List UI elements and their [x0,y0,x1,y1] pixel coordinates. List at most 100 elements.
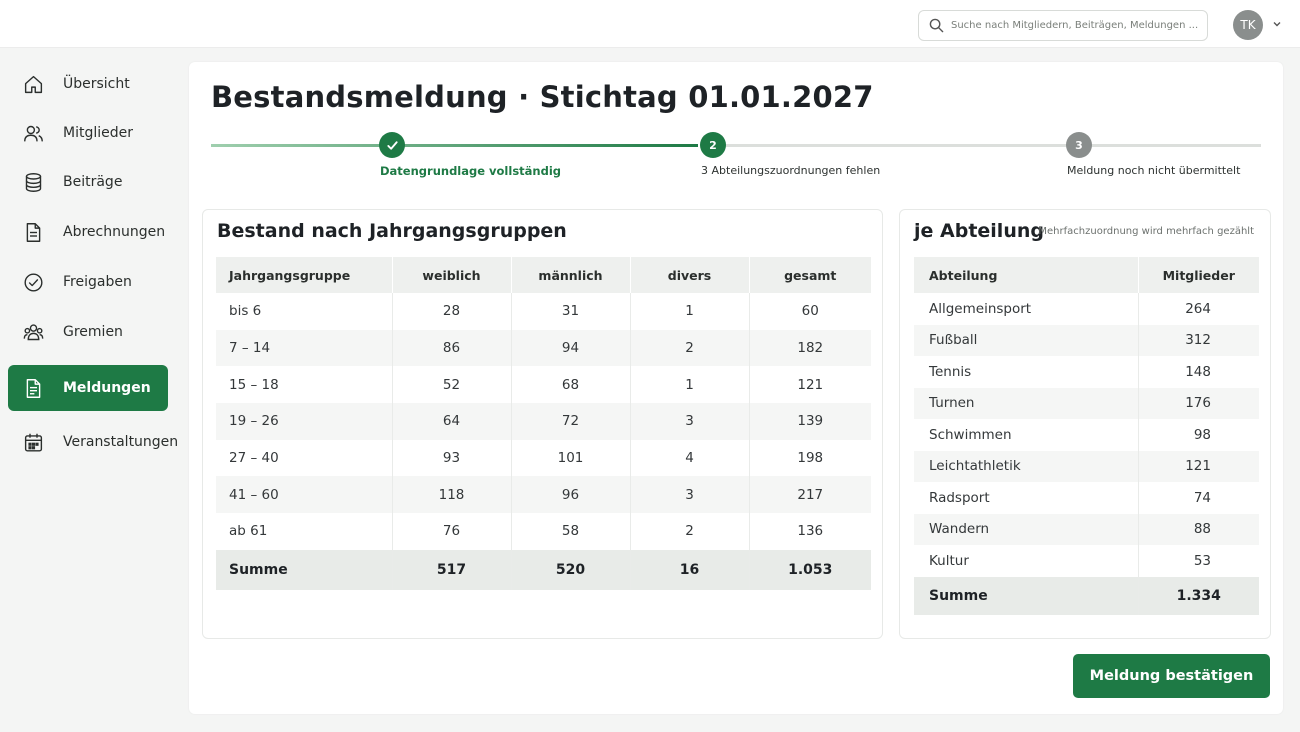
cell: 27 – 40 [216,439,393,477]
table-row: ab 61 76 58 2 136 [216,513,871,550]
sidebar-item-mitglieder[interactable]: Mitglieder [8,110,168,156]
cell: Tennis [914,356,1139,388]
sidebar-item-beitraege[interactable]: Beiträge [8,159,168,205]
table-row: Turnen 176 [914,387,1259,419]
table-row: Schwimmen 98 [914,419,1259,451]
step-3: 3 [1066,132,1092,158]
check-circle-icon [24,272,43,292]
cell: 16 [630,549,750,590]
cell: 264 [1185,300,1211,317]
cell: 68 [511,366,631,404]
cell: 3 [630,476,750,514]
column-header: männlich [511,257,631,293]
sidebar-item-label: Meldungen [63,380,151,396]
checkmark-icon [386,140,398,150]
panel-title: Bestand nach Jahrgangsgruppen [217,220,567,242]
cell: 72 [511,403,631,440]
table-row: Radsport 74 [914,482,1259,514]
sidebar-item-label: Mitglieder [63,125,133,141]
cell: ab 61 [216,513,393,550]
search-box[interactable] [918,10,1208,41]
table-row: Tennis 148 [914,356,1259,388]
table-row: 15 – 18 52 68 1 121 [216,366,871,404]
sidebar-item-label: Beiträge [63,174,123,190]
cell: 136 [797,523,824,540]
cell: 517 [392,549,512,590]
sidebar-item-meldungen[interactable]: Meldungen [8,365,168,411]
cell: 217 [749,476,871,514]
column-header: Mitglieder [1138,257,1259,293]
column-header: divers [630,257,750,293]
cell: Turnen [914,387,1139,419]
step-1-label: Datengrundlage vollständig [380,164,562,178]
step-connector-pending [713,144,1261,147]
cell: 198 [797,450,824,467]
cell: 1 [630,366,750,404]
cell: 53 [1193,552,1211,569]
chevron-down-icon[interactable] [1271,18,1283,30]
calendar-icon [24,433,43,452]
cell: 19 – 26 [216,403,393,440]
step-2: 2 [700,132,726,158]
cell: 2 [630,513,750,550]
coins-icon [25,172,42,192]
cell: 76 [392,513,512,550]
cell: 1.053 [749,549,871,590]
column-header: Jahrgangsgruppe [216,257,393,293]
panel-note: Mehrfachzuordnung wird mehrfach gezählt [1038,226,1254,237]
cell: Schwimmen [914,419,1139,451]
table-header-row: Abteilung Mitglieder [914,257,1259,293]
sidebar-item-gremien[interactable]: Gremien [8,309,168,355]
confirm-report-button[interactable]: Meldung bestätigen [1073,654,1270,698]
cell: 312 [1138,324,1259,356]
cell: 3 [630,403,750,440]
sidebar-item-label: Gremien [63,324,123,340]
table-header-row: Jahrgangsgruppe weiblich männlich divers… [216,257,871,293]
cell: 121 [1138,450,1259,482]
top-bar: TK [0,0,1300,48]
sidebar-item-veranstaltungen[interactable]: Veranstaltungen [8,419,178,465]
table-row: 27 – 40 93 101 4 198 [216,439,871,477]
table-row: 7 – 14 86 94 2 182 [216,329,871,367]
cell: Summe [216,549,393,590]
report-icon [26,378,41,398]
table-row: Wandern 88 [914,513,1259,545]
cell: 52 [392,366,512,404]
sidebar-item-uebersicht[interactable]: Übersicht [8,61,168,107]
cell: 520 [511,549,631,590]
department-table: Abteilung Mitglieder Allgemeinsport 264 F… [914,257,1259,615]
search-input[interactable] [951,20,1201,31]
table-row: 19 – 26 64 72 3 139 [216,403,871,440]
cell: 4 [630,439,750,477]
cell: 139 [749,403,871,440]
group-icon [23,323,44,340]
cell: 88 [1138,513,1259,545]
cell: 148 [1185,363,1211,380]
panel-title: je Abteilung [914,220,1044,242]
cell: 93 [392,439,512,477]
page-title: Bestandsmeldung · Stichtag 01.01.2027 [211,80,874,114]
cell: 121 [797,376,824,393]
table-row: Leichtathletik 121 [914,450,1259,482]
cell: 2 [630,329,750,367]
sidebar-item-freigaben[interactable]: Freigaben [8,259,168,305]
sidebar-item-abrechnungen[interactable]: Abrechnungen [8,209,168,255]
cell: 28 [392,293,512,330]
sidebar-item-label: Übersicht [63,76,130,92]
cell: 98 [1193,426,1211,443]
search-icon [929,18,944,33]
cell: bis 6 [216,293,393,330]
cell: 176 [1138,387,1259,419]
home-icon [24,75,43,93]
sidebar-item-label: Veranstaltungen [63,434,179,450]
cell: 31 [511,293,631,330]
main-card: Bestandsmeldung · Stichtag 01.01.2027 2 … [189,62,1283,714]
sidebar-item-label: Abrechnungen [63,224,166,240]
sidebar-item-label: Freigaben [63,274,132,290]
step-connector-done [211,144,698,147]
cell: 94 [511,329,631,367]
department-panel: je Abteilung Mehrfachzuordnung wird mehr… [899,209,1271,639]
table-row: bis 6 28 31 1 60 [216,293,871,330]
step-3-label: Meldung noch nicht übermittelt [1067,164,1241,177]
avatar[interactable]: TK [1233,10,1263,40]
